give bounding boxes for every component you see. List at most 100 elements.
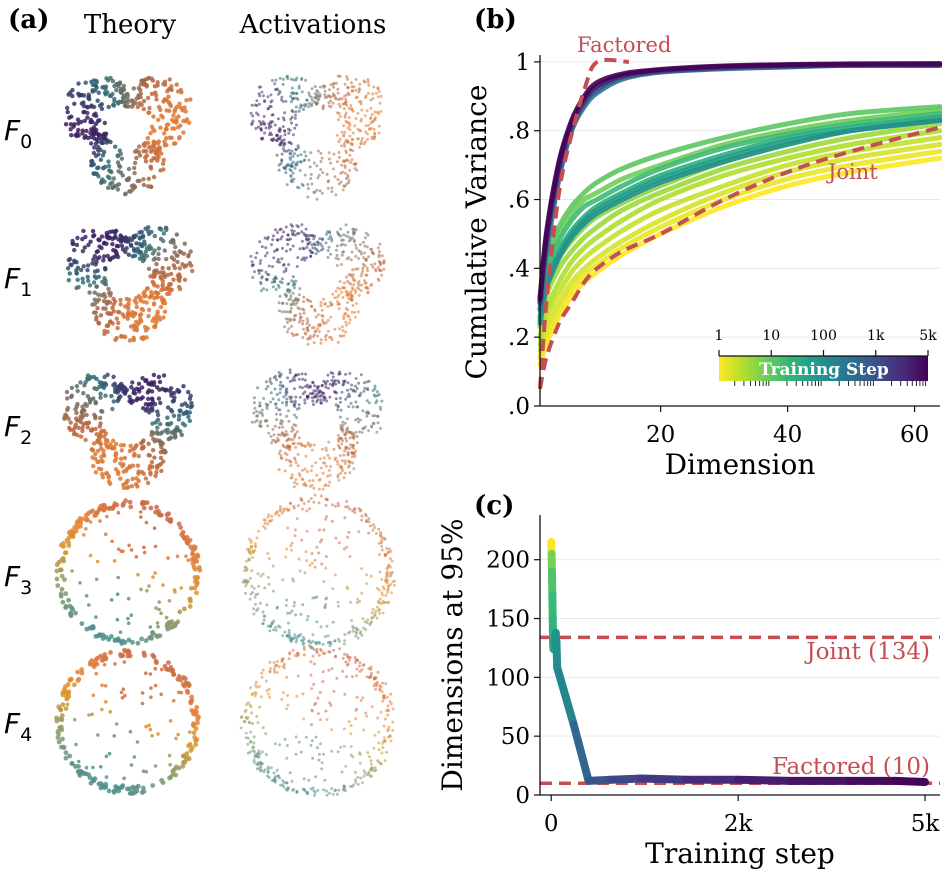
activation-point [383, 717, 387, 721]
theory-point [188, 748, 194, 753]
activation-point [344, 223, 348, 227]
activation-point [287, 127, 290, 131]
activation-point [350, 286, 354, 290]
theory-point [111, 374, 116, 379]
activation-point [386, 704, 390, 708]
theory-point [134, 304, 139, 310]
activation-point [288, 771, 292, 775]
activation-point [360, 283, 364, 287]
theory-point [129, 243, 134, 248]
activation-point [284, 393, 288, 397]
activation-point [356, 636, 360, 640]
activation-point [330, 338, 334, 342]
activation-point [294, 105, 298, 109]
theory-point [134, 555, 139, 559]
activations-cloud-f1 [249, 223, 386, 346]
activation-point [264, 254, 267, 258]
activation-point [364, 130, 368, 134]
activation-point [314, 329, 318, 333]
theory-point [132, 755, 137, 759]
activation-point [386, 588, 390, 592]
colorbar-tick-label: 1k [867, 328, 885, 344]
activation-point [359, 289, 363, 293]
theory-point [80, 276, 85, 281]
theory-point [63, 550, 69, 555]
theory-point [143, 140, 148, 146]
training-curve-7 [537, 107, 942, 306]
activation-point [350, 274, 354, 278]
activation-point [262, 122, 266, 126]
theory-point [99, 234, 105, 239]
activation-point [284, 317, 288, 321]
theory-point [178, 105, 183, 110]
row-label-f0-symbol: F [4, 114, 21, 147]
theory-point [121, 83, 127, 89]
activation-point [381, 699, 385, 703]
theory-point [79, 119, 84, 125]
activation-point [291, 233, 295, 237]
theory-point [67, 677, 73, 683]
activation-point [360, 108, 364, 112]
activation-point [281, 147, 285, 151]
activation-point [286, 376, 290, 380]
theory-point [60, 692, 66, 698]
activation-point [249, 111, 253, 115]
activation-point [316, 176, 320, 180]
activation-point [285, 446, 289, 450]
activation-point [268, 629, 272, 633]
activation-point [302, 502, 306, 505]
activation-point [263, 614, 267, 618]
theory-point [106, 286, 111, 292]
activation-point [303, 398, 307, 402]
theory-point [129, 763, 134, 767]
activation-point [252, 761, 256, 765]
activation-point [353, 656, 357, 659]
activation-point [330, 749, 334, 753]
activation-point [304, 154, 308, 158]
theory-point [80, 249, 86, 254]
theory-point [99, 467, 104, 472]
activation-point [313, 395, 317, 399]
activation-point [251, 263, 254, 267]
theory-point [59, 557, 65, 563]
theory-point [134, 476, 139, 481]
theory-point [182, 277, 188, 282]
theory-point [177, 413, 182, 418]
activation-point [338, 137, 342, 141]
theory-point [186, 414, 191, 419]
activation-point [318, 92, 322, 96]
theory-point [103, 381, 108, 386]
theory-point [96, 132, 101, 138]
activation-point [348, 372, 352, 375]
panel-b-xtick-label: 40 [773, 422, 802, 448]
activation-point [277, 433, 280, 437]
theory-point [138, 396, 143, 401]
activation-point [302, 717, 306, 721]
theory-point [98, 653, 103, 659]
activation-point [281, 82, 285, 86]
activation-point [359, 630, 363, 634]
activation-point [330, 378, 334, 382]
theory-point [118, 302, 123, 307]
activation-point [329, 105, 333, 109]
theory-point [153, 509, 159, 515]
activation-point [263, 586, 267, 590]
activation-point [377, 748, 381, 752]
theory-point [141, 650, 147, 656]
activation-point [364, 257, 368, 261]
theory-point [99, 106, 105, 112]
activation-point [376, 266, 380, 270]
theory-point [80, 280, 86, 285]
theory-point [159, 276, 164, 281]
theory-point [130, 476, 135, 482]
theory-point [99, 657, 105, 663]
activation-point [298, 318, 302, 322]
activation-point [369, 674, 373, 678]
activation-point [380, 751, 384, 755]
activation-point [346, 175, 350, 179]
activation-point [261, 622, 265, 626]
activation-point [327, 484, 330, 488]
activation-point [291, 97, 295, 101]
activation-point [334, 289, 338, 293]
theory-point [119, 448, 125, 453]
